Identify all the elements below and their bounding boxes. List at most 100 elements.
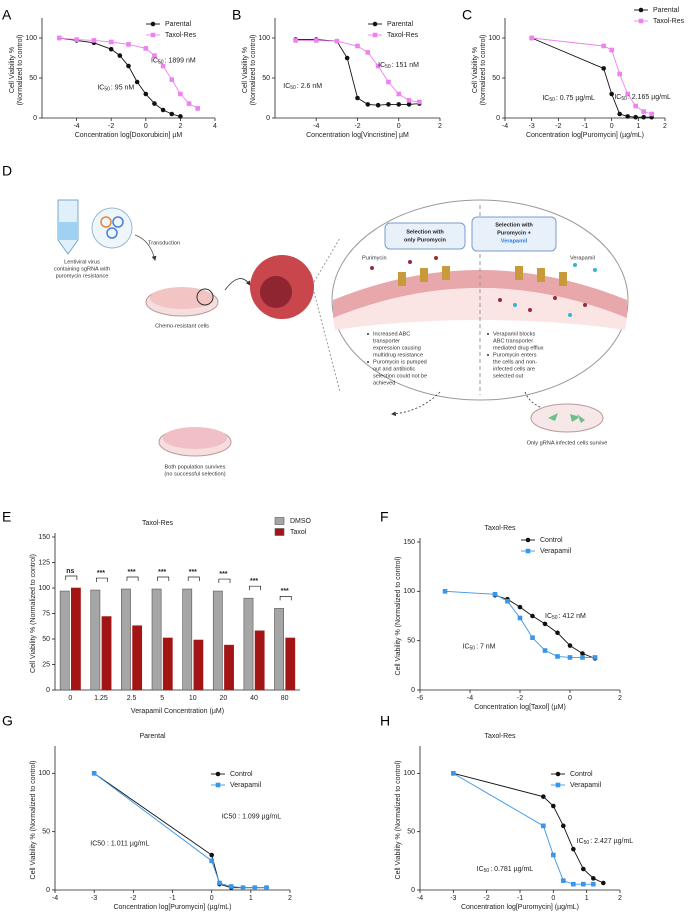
- note: achieved: [373, 380, 395, 386]
- data-point: [74, 37, 79, 42]
- data-point: [396, 102, 402, 107]
- data-point: [581, 866, 586, 872]
- data-point: [517, 604, 523, 610]
- x-tick-label: 5: [160, 695, 164, 702]
- legend-marker: [372, 32, 378, 38]
- annotation-sub: 50: [158, 60, 164, 66]
- data-point: [169, 77, 175, 82]
- virus-label: puromycin resistance: [56, 273, 109, 279]
- annotation-text: IC: [283, 83, 290, 90]
- chart-title: Parental: [139, 733, 166, 740]
- transporter: [398, 272, 406, 286]
- y-tick-label: 0: [411, 887, 415, 894]
- y-tick-label: 0: [33, 115, 37, 122]
- legend-label: Control: [570, 771, 593, 778]
- legend-marker: [215, 771, 221, 777]
- bar: [212, 590, 223, 691]
- legend-label: Taxol-Res: [165, 32, 197, 39]
- data-point: [633, 114, 638, 120]
- x-axis-label: Verapamil Concentration (µM): [131, 708, 224, 715]
- virus: [106, 227, 118, 239]
- annotation-sub: 50: [484, 868, 490, 874]
- x-tick-label: -4: [502, 123, 508, 130]
- panel-label: A: [2, 7, 12, 23]
- data-point: [186, 101, 192, 106]
- data-point: [143, 46, 149, 51]
- annotation-text: IC: [463, 643, 470, 650]
- data-point: [580, 651, 585, 656]
- significance-label: ***: [97, 570, 105, 577]
- x-tick-label: -2: [555, 123, 561, 130]
- x-tick-label: 2: [438, 123, 442, 130]
- annotation-sub: 50: [290, 85, 296, 91]
- y-tick-label: 0: [266, 115, 270, 122]
- bar: [224, 644, 234, 691]
- data-point: [529, 35, 534, 41]
- data-point: [228, 884, 234, 889]
- drug-label: Purimycin: [362, 255, 387, 261]
- x-tick-label: 0: [568, 695, 572, 702]
- annotation-text: : 151 nM: [392, 62, 419, 69]
- y-tick-label: 50: [42, 636, 50, 643]
- data-point: [551, 852, 556, 858]
- dish-cells: [150, 287, 214, 309]
- annotation-sub: 50: [552, 615, 558, 621]
- bullet: [487, 333, 489, 335]
- data-point: [625, 114, 630, 119]
- x-tick-label: 10: [189, 695, 197, 702]
- x-tick-label: 0: [610, 123, 614, 130]
- y-axis-label: (Normalized to control): [480, 35, 487, 106]
- significance-bracket: [249, 585, 262, 591]
- annotation-text: IC: [151, 57, 158, 64]
- dot: [583, 303, 587, 307]
- significance-label: ***: [158, 569, 166, 576]
- tumor-core: [260, 276, 292, 308]
- data-point: [375, 63, 381, 69]
- diagram: D Lentiviral virus containing sgRNA with…: [2, 163, 629, 477]
- annotation-text: IC50 : 1.099 µg/mL: [221, 813, 281, 820]
- legend-label: DMSO: [290, 518, 312, 525]
- y-tick-label: 75: [42, 610, 50, 617]
- x-tick-label: -3: [450, 895, 456, 902]
- data-point: [571, 881, 576, 887]
- legend-marker: [638, 7, 644, 13]
- right-box-text: Selection with: [495, 222, 533, 228]
- data-point: [591, 881, 596, 887]
- annotation: IC50: 151 nM: [378, 62, 419, 70]
- data-point: [530, 613, 535, 619]
- data-point: [217, 880, 222, 886]
- note: ABC transporter: [493, 338, 533, 344]
- x-tick-label: -2: [517, 695, 523, 702]
- data-point: [517, 615, 523, 621]
- annotation: IC50: 412 nM: [545, 613, 586, 621]
- dot: [370, 266, 374, 270]
- legend-marker: [150, 21, 156, 27]
- y-tick-label: 50: [29, 75, 37, 82]
- annotation: IC50: 1899 nM: [151, 57, 196, 65]
- annotation: IC50 : 1.011 µg/mL: [90, 840, 149, 847]
- panel-label: D: [2, 163, 12, 179]
- annotation-text: IC: [97, 84, 104, 91]
- x-tick-label: 2: [618, 895, 622, 902]
- legend-marker: [372, 21, 378, 27]
- data-point: [567, 643, 573, 648]
- x-tick-label: -1: [517, 895, 523, 902]
- data-point: [601, 880, 606, 886]
- legend-marker: [555, 771, 561, 777]
- legend-label: Verapamil: [540, 548, 572, 555]
- annotation-text: IC: [545, 613, 552, 620]
- bar: [243, 597, 254, 691]
- outcome-label: (no successful selection): [164, 471, 225, 477]
- virus-label: containing sgRNA with: [54, 266, 110, 272]
- data-point: [451, 771, 456, 776]
- note: mediated drug efflux: [493, 345, 544, 351]
- y-tick-label: 150: [38, 534, 50, 541]
- significance-bracket: [218, 578, 231, 584]
- dish-cells: [548, 413, 585, 423]
- significance-label: ***: [219, 571, 227, 578]
- y-axis-label: Cell Viability %: [472, 47, 479, 93]
- y-tick-label: 100: [403, 588, 415, 595]
- dot: [553, 296, 557, 300]
- x-tick-label: 0: [144, 123, 148, 130]
- data-point: [609, 47, 614, 53]
